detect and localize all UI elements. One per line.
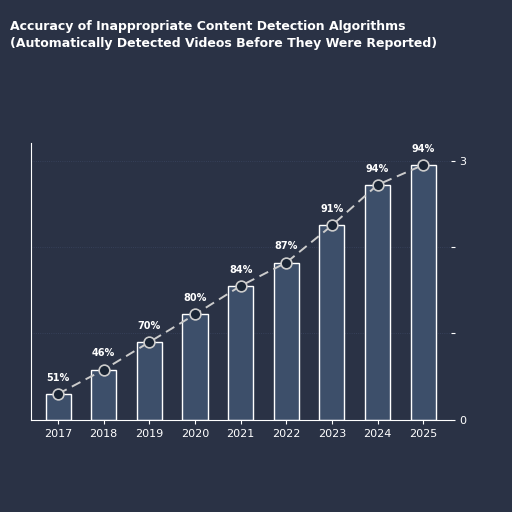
Text: 94%: 94% [366, 164, 389, 174]
Bar [411, 165, 436, 420]
Point [373, 181, 381, 189]
Bar [319, 225, 345, 420]
Point [145, 338, 154, 346]
Point [237, 282, 245, 290]
Point [419, 161, 428, 169]
Text: 51%: 51% [47, 373, 70, 382]
Text: 80%: 80% [183, 293, 207, 303]
Text: 70%: 70% [138, 321, 161, 331]
Bar [137, 342, 162, 420]
Text: 91%: 91% [321, 204, 344, 214]
Point [54, 390, 62, 398]
Bar [182, 314, 207, 420]
Point [100, 366, 108, 374]
Point [282, 259, 290, 267]
Point [328, 221, 336, 229]
Bar [274, 263, 299, 420]
Bar [46, 394, 71, 420]
Text: 84%: 84% [229, 265, 252, 274]
Text: 46%: 46% [92, 349, 115, 358]
Bar [91, 370, 116, 420]
Bar [365, 185, 390, 420]
Point [191, 310, 199, 318]
Text: 87%: 87% [274, 241, 298, 251]
Text: Accuracy of Inappropriate Content Detection Algorithms
(Automatically Detected V: Accuracy of Inappropriate Content Detect… [10, 20, 437, 51]
Bar [228, 286, 253, 420]
Text: 94%: 94% [412, 144, 435, 154]
